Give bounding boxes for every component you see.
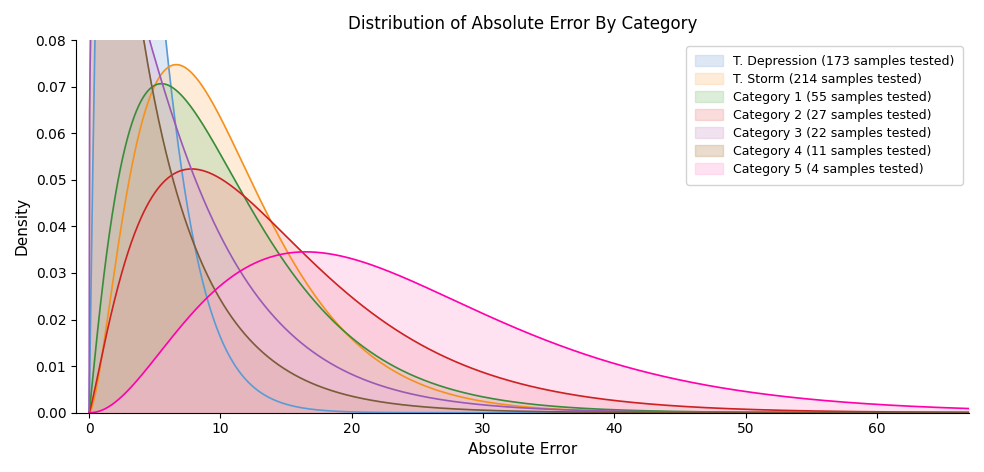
Y-axis label: Density: Density — [15, 197, 30, 255]
Title: Distribution of Absolute Error By Category: Distribution of Absolute Error By Catego… — [347, 15, 698, 33]
Legend: T. Depression (173 samples tested), T. Storm (214 samples tested), Category 1 (5: T. Depression (173 samples tested), T. S… — [687, 46, 962, 185]
X-axis label: Absolute Error: Absolute Error — [467, 442, 578, 457]
